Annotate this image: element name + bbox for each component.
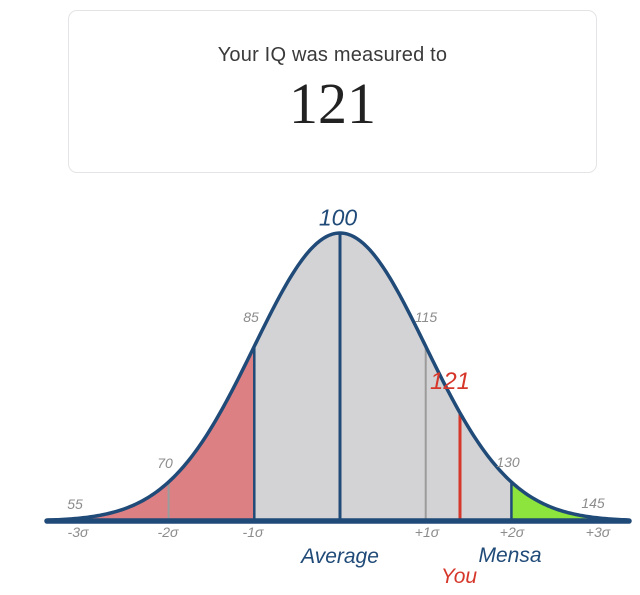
region-fill-below-minus-1-sigma (48, 346, 255, 521)
iq-bell-curve-chart: 55 70 85 100 115 130 145 121 -3σ -2σ -1σ… (0, 195, 640, 595)
bell-curve-canvas (44, 231, 632, 524)
bell-curve-outline (46, 231, 629, 522)
you-label: You (440, 565, 478, 588)
mensa-label: Mensa (478, 544, 542, 567)
result-card-title: Your IQ was measured to (217, 44, 448, 66)
average-label: Average (301, 545, 379, 568)
region-fill-minus-1-to-plus-2-sigma (254, 233, 512, 521)
result-card: Your IQ was measured to 121 (68, 10, 597, 173)
result-card-score: 121 (289, 71, 376, 136)
region-fill-above-plus-2-sigma-mensa (511, 482, 627, 521)
